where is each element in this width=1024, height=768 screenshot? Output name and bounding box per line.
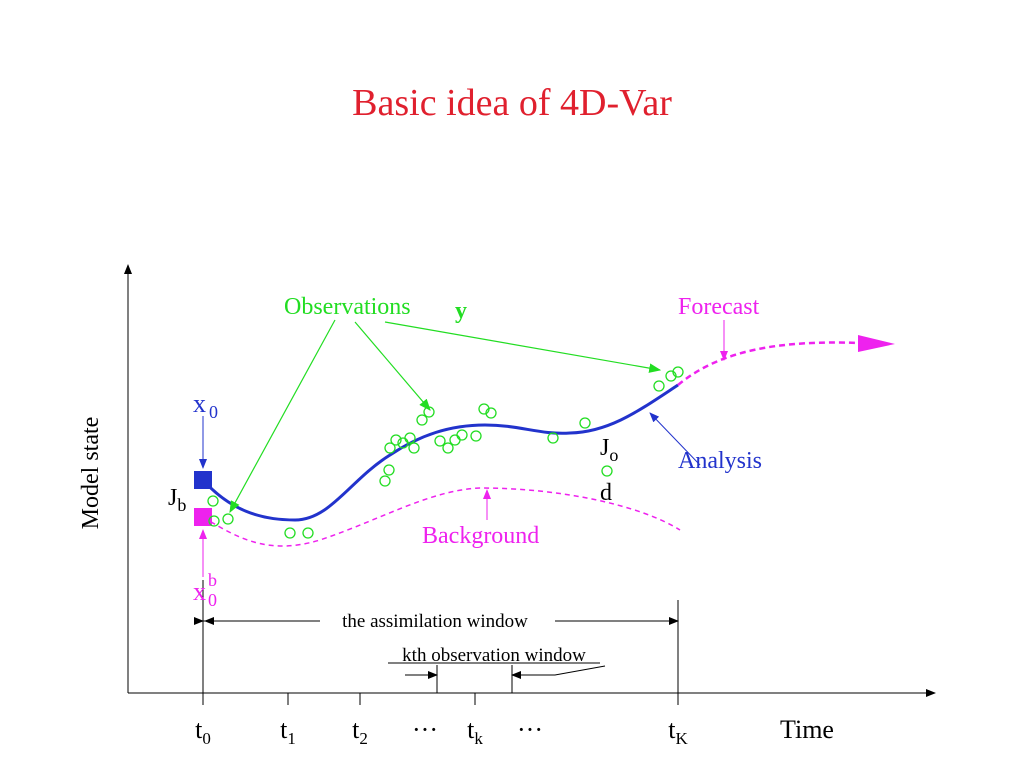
y-axis-label: Model state	[78, 417, 104, 530]
forecast-label: Forecast	[678, 294, 760, 320]
tick-sub: 2	[359, 729, 368, 748]
jb-symbol: Jb	[168, 485, 186, 515]
tick-sub: 0	[202, 729, 211, 748]
time-tick-label: tK	[668, 715, 688, 748]
jo-symbol: Jo	[600, 435, 618, 465]
tick-sub: K	[675, 729, 688, 748]
x0b-square	[194, 508, 212, 526]
tick-base: t	[668, 715, 676, 744]
x0-square	[194, 471, 212, 489]
tick-base: ···	[412, 715, 438, 744]
tick-base: ···	[517, 715, 543, 744]
time-tick-label: t2	[352, 715, 368, 748]
background-curve	[202, 487, 681, 547]
axes	[124, 264, 936, 705]
time-tick-label: tk	[467, 715, 483, 748]
title: Basic idea of 4D-Var	[352, 82, 672, 124]
analysis-curve	[201, 383, 679, 522]
kth-window-label: kth observation window	[402, 645, 586, 666]
time-tick-label: ···	[517, 715, 543, 744]
tick-base: t	[195, 715, 203, 744]
tick-base: t	[352, 715, 360, 744]
observations	[207, 366, 684, 539]
analysis-label: Analysis	[678, 448, 762, 474]
time-tick-label: t0	[195, 715, 211, 748]
tick-base: t	[280, 715, 288, 744]
y-label: y	[455, 298, 467, 324]
time-tick-label: t1	[280, 715, 296, 748]
background-label: Background	[422, 523, 539, 549]
analysis-arrow	[649, 412, 701, 466]
observation-arrows	[229, 319, 662, 514]
x-axis-label: Time	[780, 715, 834, 744]
time-ticks: t0 t1 t2 ··· tk ··· tK	[195, 715, 688, 748]
d-label: d	[600, 480, 612, 506]
forecast-curve	[677, 341, 861, 386]
tick-sub: 1	[287, 729, 296, 748]
assimilation-window-label: the assimilation window	[342, 611, 528, 632]
tick-base: t	[467, 715, 475, 744]
observations-label: Observations	[284, 294, 411, 320]
forecast-arrowhead	[858, 335, 895, 352]
tick-sub: k	[474, 729, 483, 748]
time-tick-label: ···	[412, 715, 438, 744]
